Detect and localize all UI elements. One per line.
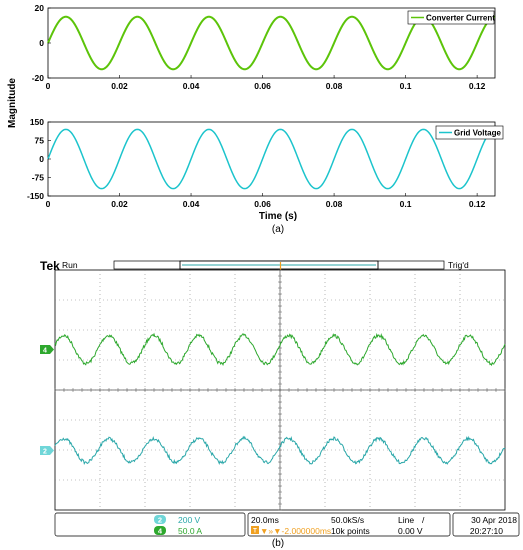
x-tick-label: 0 (46, 199, 51, 209)
channel-4-marker-tag (40, 345, 50, 354)
x-tick-label: 0.02 (111, 81, 128, 91)
x-tick-label: 0.1 (400, 81, 412, 91)
x-tick-label: 0.02 (111, 199, 128, 209)
y-tick-label: 75 (35, 136, 45, 146)
channel-scale-panel (54, 512, 246, 537)
ch4-badge-label: 4 (158, 527, 163, 536)
legend-label: Grid Voltage (454, 129, 502, 138)
ch4-badge (154, 526, 166, 535)
y-axis-label: Magnitude (7, 78, 18, 128)
x-tick-label: 0.06 (254, 81, 271, 91)
oscilloscope: Tek Run Trig'd T 4 2 2 200 V (40, 259, 520, 537)
channel-2-marker: 2 (40, 446, 54, 456)
trig-status: Trig'd (448, 260, 469, 270)
brand-logo: Tek (40, 259, 60, 273)
ch2-badge-label: 2 (158, 516, 162, 525)
timebase: 20.0ms (251, 515, 279, 525)
plot-frame (47, 121, 496, 197)
ch4-scale: 50.0 A (178, 526, 202, 536)
legend-grid-voltage: Grid Voltage (435, 125, 504, 140)
trigger-offset-icon (251, 526, 259, 534)
channel-2-marker-tag (40, 446, 50, 455)
trigger-offset: ▼»▼-2.000000ms (260, 526, 331, 536)
series-converter-current-line (47, 15, 496, 71)
sample-rate: 50.0kS/s (331, 515, 364, 525)
channel-4-marker-label: 4 (43, 348, 47, 355)
series-grid-voltage-line (47, 128, 496, 190)
y-tick-label: 150 (30, 117, 44, 127)
axes-ticks: 0 0.02 0.04 0.06 0.08 0.1 0.12 150 75 0 -75 -150 (27, 117, 486, 209)
y-tick-label: 0 (39, 154, 44, 164)
channel-4-trace (54, 332, 506, 367)
ch2-badge (154, 515, 166, 524)
legend-box (435, 125, 504, 140)
x-tick-label: 0.08 (326, 81, 343, 91)
channel-2-marker-label: 2 (43, 449, 47, 456)
date: 30 Apr 2018 (471, 515, 517, 525)
trigger-level: 0.00 V (398, 526, 423, 536)
plot-grid-voltage: 0 0.02 0.04 0.06 0.08 0.1 0.12 150 75 0 -75 -150 Gr… (27, 117, 504, 209)
channel-2-trace (54, 435, 506, 466)
datetime-panel (452, 512, 520, 537)
trigger-offset-icon-label: T (253, 529, 257, 535)
x-tick-label: 0.12 (469, 199, 486, 209)
legend-box (407, 10, 495, 25)
channel-4-marker-arrow (50, 345, 54, 354)
y-tick-label: 20 (35, 3, 45, 13)
channel-4-marker: 4 (40, 345, 54, 355)
x-tick-label: 0 (46, 81, 51, 91)
x-axis-label: Time (s) (259, 211, 297, 222)
channel-2-marker-arrow (50, 446, 54, 455)
acquisition-panel (247, 512, 451, 537)
ch2-scale: 200 V (178, 515, 201, 525)
x-tick-label: 0.12 (469, 81, 486, 91)
caption-a: (a) (272, 224, 284, 235)
x-tick-label: 0.08 (326, 199, 343, 209)
time: 20:27:10 (470, 526, 503, 536)
x-tick-label: 0.06 (254, 199, 271, 209)
graticule-grid (54, 269, 506, 511)
y-tick-label: -75 (32, 173, 45, 183)
legend-label: Converter Current (426, 14, 495, 23)
y-tick-label: -20 (32, 73, 45, 83)
y-tick-label: 0 (39, 38, 44, 48)
legend-converter-current: Converter Current (407, 10, 495, 25)
y-tick-label: -150 (27, 191, 44, 201)
x-tick-label: 0.04 (183, 81, 200, 91)
trigger-slope: / (422, 515, 425, 525)
x-tick-label: 0.04 (183, 199, 200, 209)
run-status: Run (62, 260, 78, 270)
record-length: 10k points (331, 526, 370, 536)
x-tick-label: 0.1 (400, 199, 412, 209)
caption-b: (b) (272, 538, 284, 549)
trigger-source: Line (398, 515, 414, 525)
